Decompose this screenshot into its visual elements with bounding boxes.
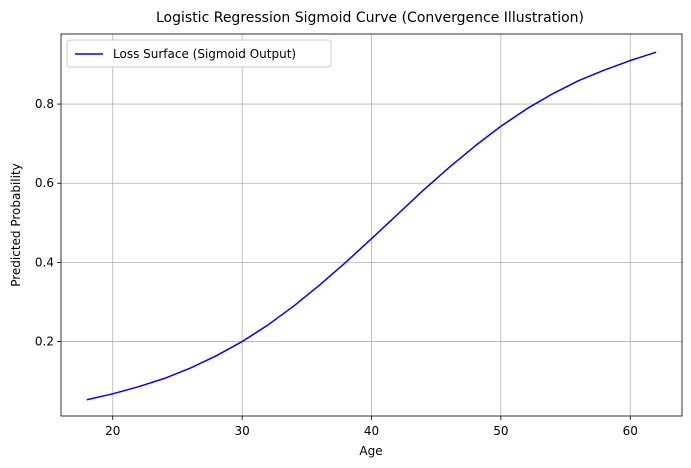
- x-tick-label-50: 50: [493, 424, 508, 438]
- y-tick-label-0.4: 0.4: [35, 255, 54, 269]
- legend: Loss Surface (Sigmoid Output): [66, 39, 332, 68]
- x-tick-label-20: 20: [105, 424, 120, 438]
- x-tick-label-40: 40: [364, 424, 379, 438]
- series-line-0: [86, 51, 657, 401]
- x-tick-label-30: 30: [234, 424, 249, 438]
- x-tick-label-60: 60: [623, 424, 638, 438]
- y-tick-label-0.6: 0.6: [35, 176, 54, 190]
- x-axis-label: Age: [359, 444, 382, 458]
- y-axis-label: Predicted Probability: [9, 163, 23, 287]
- plot-area: 20 30 40 50 60 0.2 0.4 0.6 0.8: [35, 33, 683, 438]
- legend-box: [66, 39, 332, 68]
- chart-title: Logistic Regression Sigmoid Curve (Conve…: [156, 10, 584, 26]
- y-tick-label-0.2: 0.2: [35, 335, 54, 349]
- y-tick-label-0.8: 0.8: [35, 97, 54, 111]
- legend-label-0: Loss Surface (Sigmoid Output): [113, 47, 296, 61]
